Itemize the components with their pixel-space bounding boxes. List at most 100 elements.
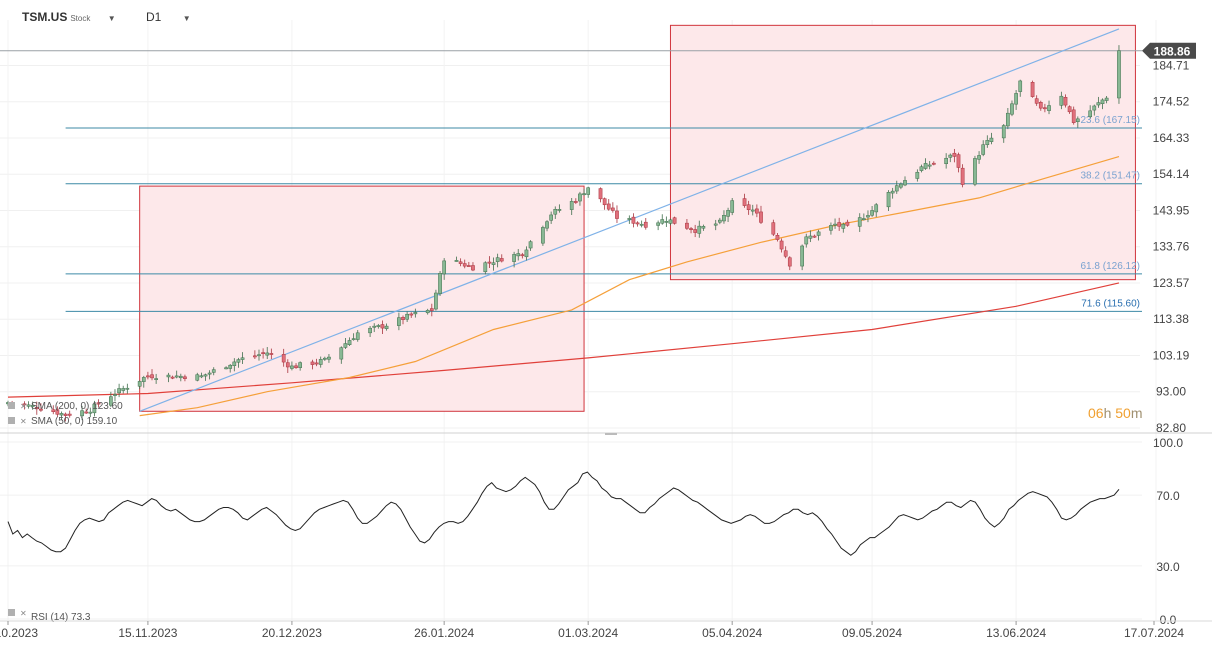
candle-body	[779, 240, 784, 250]
candle-body	[870, 210, 874, 216]
candle-body	[812, 235, 817, 238]
candle-body	[195, 374, 200, 381]
candle-body	[829, 225, 833, 231]
timeframe-selector[interactable]: D1 ▼	[146, 10, 191, 24]
rsi-legend-settings-icon[interactable]	[8, 609, 15, 616]
candle-body	[141, 377, 146, 382]
candle-body	[685, 222, 689, 229]
rsi-panel: 100.0 70.0 30.0 0.0 ✕ RSI (14) 73.3	[0, 436, 1183, 627]
candle-body	[808, 235, 813, 239]
candle-body	[281, 354, 286, 363]
rsi-axis-label: 70.0	[1156, 489, 1180, 503]
countdown-m-unit: m	[1131, 405, 1143, 421]
panel-resize-handle[interactable]	[605, 433, 617, 435]
instrument-type-label: Stock	[70, 14, 91, 23]
candle-body	[516, 253, 521, 257]
rsi-axis-label: 100.0	[1153, 436, 1183, 450]
candle-body	[26, 404, 31, 407]
candle-body	[915, 171, 920, 179]
fib-label: 61.8 (126.12)	[1081, 261, 1141, 272]
candle-body	[981, 144, 986, 155]
candle-body	[1043, 107, 1047, 110]
candle-body	[787, 257, 792, 267]
candle-body	[557, 209, 562, 211]
candle-body	[96, 402, 101, 405]
zone-rectangle	[669, 24, 1136, 281]
symbol-selector[interactable]: TSM.US Stock ▼	[22, 10, 116, 24]
candle-body	[1034, 98, 1039, 104]
rsi-legend-label: RSI (14) 73.3	[31, 612, 91, 623]
candle-body	[656, 222, 660, 226]
candle-body	[573, 201, 578, 203]
legend-settings-icon[interactable]	[8, 417, 15, 424]
candle-body	[783, 250, 788, 257]
candle-body	[1063, 97, 1068, 106]
candle-countdown: 06h 50m	[1088, 405, 1143, 421]
rsi-legend-close-icon: ✕	[20, 609, 27, 618]
price-axis-label: 123.57	[1153, 276, 1190, 290]
candle-body	[660, 219, 665, 224]
candle-body	[211, 369, 216, 373]
candle-body	[183, 376, 187, 379]
candle-body	[438, 273, 442, 294]
candle-body	[63, 413, 68, 416]
candle-body	[956, 154, 961, 168]
candle-body	[117, 388, 121, 394]
candle-body	[170, 376, 175, 379]
candle-body	[586, 187, 591, 195]
last-price-value: 188.86	[1154, 45, 1191, 59]
candle-body	[146, 375, 150, 378]
candle-body	[759, 211, 763, 223]
symbol-dropdown-icon[interactable]: ▼	[107, 14, 116, 23]
legend-close-icon: ✕	[20, 417, 27, 426]
candle-body	[800, 245, 804, 267]
candle-body	[750, 209, 755, 212]
candle-body	[1071, 109, 1076, 123]
candle-body	[635, 222, 640, 225]
candle-body	[166, 374, 171, 378]
candle-body	[59, 413, 64, 416]
candle-body	[973, 158, 977, 185]
legend-settings-icon[interactable]	[8, 402, 15, 409]
candle-body	[989, 137, 994, 142]
candle-body	[866, 215, 870, 218]
candle-body	[253, 355, 257, 358]
fibonacci-levels: 23.6 (167.15) 38.2 (151.47) 61.8 (126.12) 7…	[0, 50, 1142, 312]
price-axis-label: 154.14	[1153, 167, 1190, 181]
candle-body	[890, 190, 895, 194]
candle-body	[207, 372, 212, 375]
candle-body	[730, 200, 735, 213]
date-axis-label: 15.11.2023	[118, 626, 177, 640]
candle-body	[372, 325, 377, 328]
candle-body	[466, 265, 471, 267]
candle-body	[265, 352, 270, 356]
candle-body	[442, 260, 447, 275]
candle-body	[606, 203, 611, 210]
candle-body	[355, 332, 360, 340]
candle-body	[34, 407, 39, 410]
timeframe-dropdown-icon[interactable]: ▼	[182, 14, 191, 23]
price-axis-label: 82.80	[1156, 421, 1186, 435]
rsi-axis-label: 30.0	[1156, 560, 1180, 574]
candle-body	[1038, 102, 1043, 109]
date-axis-label: 09.05.2024	[842, 626, 902, 640]
candle-body	[137, 381, 142, 387]
candle-body	[351, 338, 356, 341]
candle-body	[39, 408, 43, 411]
candle-body	[919, 166, 924, 171]
countdown-hours: 06	[1088, 405, 1104, 421]
candle-body	[240, 357, 245, 360]
candle-body	[553, 209, 558, 215]
candle-body	[524, 249, 529, 258]
candle-body	[257, 354, 261, 357]
date-axis-label: 26.01.2024	[414, 626, 474, 640]
candle-body	[294, 365, 298, 368]
date-axis-label: 12.10.2023	[0, 626, 38, 640]
price-axis-label: 143.95	[1153, 203, 1190, 217]
sma-legend-label: SMA (200, 0) 123.60	[31, 401, 123, 412]
candle-body	[894, 185, 899, 192]
candle-body	[150, 374, 154, 379]
candle-body	[413, 312, 418, 315]
